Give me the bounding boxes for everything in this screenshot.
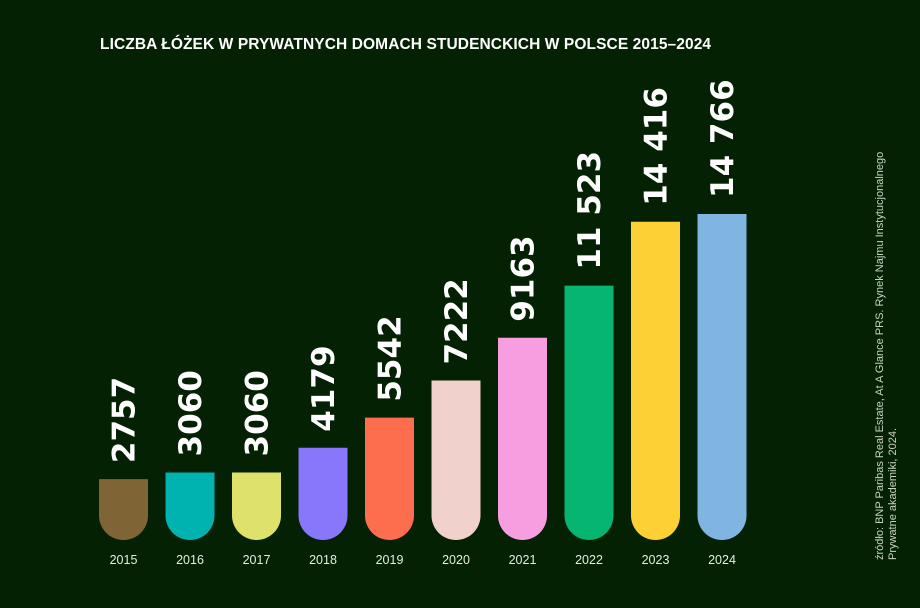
bar-2024 [697,214,747,540]
bar-2021 [498,337,547,540]
x-tick-label: 2024 [708,553,736,567]
x-tick-label: 2016 [176,553,204,567]
source-line: źródło: BNP Paribas Real Estate, At A Gl… [874,151,886,560]
bar-2018 [298,447,348,540]
chart-title: LICZBA ŁÓŻEK W PRYWATNYCH DOMACH STUDENC… [100,36,712,53]
x-tick-label: 2022 [575,553,603,567]
value-label: 14 766 [705,79,741,198]
bar-2023 [631,221,680,540]
value-label: 5542 [373,315,409,401]
bar-2020 [431,380,481,540]
bar-2016 [165,472,215,540]
value-label: 2757 [107,377,143,463]
source-note: źródło: BNP Paribas Real Estate, At A Gl… [874,140,900,560]
bar-2019 [365,417,414,540]
x-tick-label: 2018 [309,553,337,567]
value-label: 9163 [506,235,542,321]
x-tick-label: 2020 [442,553,470,567]
value-label: 14 416 [639,87,675,206]
value-label: 4179 [306,345,342,431]
x-tick-label: 2019 [376,553,404,567]
bar-2022 [564,285,614,540]
x-tick-label: 2015 [110,553,138,567]
value-label: 11 523 [572,151,608,270]
bar-2015 [99,479,148,540]
value-label: 3060 [240,370,276,456]
source-line: Prywatne akademiki, 2024. [887,427,899,560]
x-tick-label: 2021 [509,553,537,567]
bar-2017 [232,472,281,540]
value-label: 3060 [173,370,209,456]
value-label: 7222 [439,278,475,364]
x-tick-label: 2017 [243,553,271,567]
x-tick-label: 2023 [642,553,670,567]
